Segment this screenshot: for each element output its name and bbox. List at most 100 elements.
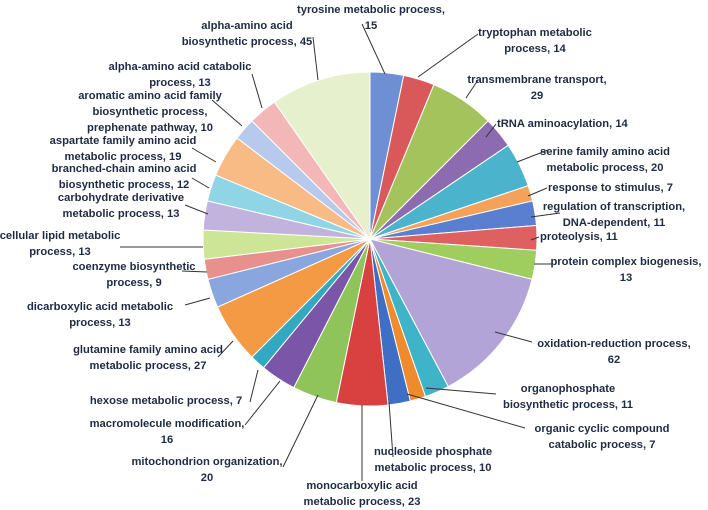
slice-label: organophosphate biosynthetic process, 11 (503, 383, 633, 411)
slice-label: aromatic amino acid family biosynthetic p… (78, 90, 222, 134)
slice-label: protein complex biogenesis, 13 (550, 256, 701, 284)
slice-label-line: tyrosine metabolic process, (297, 4, 445, 16)
leader-line (217, 340, 234, 358)
slice-label-line: biosynthetic process, 12 (59, 179, 190, 191)
leader-line (527, 187, 548, 197)
slice-label-line: prephenate pathway, 10 (87, 122, 213, 134)
slice-label-line: 13 (620, 272, 632, 284)
slice-label-line: hexose metabolic process, 7 (90, 395, 242, 407)
slice-label: branched-chain amino acid biosynthetic pr… (52, 163, 197, 191)
slice-label-line: process, 13 (29, 246, 91, 258)
leader-line (184, 297, 211, 306)
slice-label: coenzyme biosynthetic process, 9 (72, 261, 195, 289)
leader-line (425, 387, 497, 395)
slice-label: tyrosine metabolic process, 15 (297, 4, 445, 32)
leader-line (312, 36, 319, 81)
leader-line (361, 23, 386, 75)
slice-label-line: metabolic process, 23 (304, 496, 421, 508)
pie-slice (273, 71, 371, 241)
slice-label: oxidation-reduction process, 62 (537, 338, 691, 366)
leader-line (184, 204, 209, 215)
slice-label-line: nucleoside phosphate (374, 446, 492, 458)
pie-slices (202, 71, 538, 407)
slice-label-line: organic cyclic compound (535, 423, 670, 435)
slice-label-line: proteolysis, 11 (540, 231, 618, 243)
slice-label-line: mitochondrion organization, (131, 456, 282, 468)
slice-label: response to stimulus, 7 (548, 182, 673, 194)
slice-label-line: protein complex biogenesis, (550, 256, 701, 268)
leader-line (249, 369, 259, 403)
slice-label: nucleoside phosphate metabolic process, 1… (374, 446, 492, 474)
slice-label: alpha-amino acid biosynthetic process, 45 (182, 20, 313, 48)
slice-label: hexose metabolic process, 7 (90, 395, 242, 407)
slice-label: proteolysis, 11 (540, 231, 618, 243)
slice-label-line: alpha-amino acid (201, 20, 293, 32)
leader-line (406, 393, 526, 429)
slice-label-line: process, 9 (106, 277, 161, 289)
leader-line (530, 236, 540, 241)
slice-label-line: aromatic amino acid family (78, 90, 222, 102)
slice-label: dicarboxylic acid metabolic process, 13 (27, 301, 173, 329)
slice-label-line: 15 (365, 20, 377, 32)
slice-label-line: serine family amino acid (540, 146, 670, 158)
slice-label-line: DNA-dependent, 11 (563, 217, 666, 229)
slice-labels: tyrosine metabolic process, 15 tryptophan … (0, 4, 702, 508)
slice-label-line: process, 13 (69, 317, 131, 329)
slice-label-line: response to stimulus, 7 (548, 182, 673, 194)
slice-label: alpha-amino acid catabolic process, 13 (109, 61, 252, 89)
leader-line (465, 79, 479, 99)
pie-slice (369, 238, 533, 388)
slice-label-line: carbohydrate derivative (58, 192, 184, 204)
slice-label-line: 62 (608, 354, 620, 366)
slice-label-line: catabolic process, 7 (549, 439, 656, 451)
slice-label-line: tryptophan metabolic (478, 27, 592, 39)
slice-label-line: macromolecule modification, (90, 418, 245, 430)
leader-lines (120, 23, 561, 481)
slice-label: monocarboxylic acid metabolic process, 23 (304, 480, 421, 508)
slice-label: tRNA aminoacylation, 14 (497, 118, 629, 130)
leader-line (516, 149, 549, 163)
slice-label-line: monocarboxylic acid (306, 480, 417, 492)
slice-label-line: transmembrane transport, (467, 74, 606, 86)
slice-label: macromolecule modification, 16 (90, 418, 245, 446)
slice-label-line: process, 13 (149, 77, 211, 89)
slice-label: mitochondrion organization, 20 (131, 456, 282, 484)
leader-line (211, 99, 243, 127)
slice-label: cellular lipid metabolic process, 13 (0, 230, 120, 258)
leader-line (244, 380, 281, 426)
slice-label-line: dicarboxylic acid metabolic (27, 301, 173, 313)
slice-label: aspartate family amino acid metabolic pro… (50, 135, 197, 163)
leader-line (282, 394, 319, 468)
slice-label: regulation of transcription, DNA-dependen… (543, 201, 685, 229)
slice-label-line: metabolic process, 13 (63, 208, 180, 220)
slice-label-line: organophosphate (521, 383, 615, 395)
slice-label-line: metabolic process, 19 (65, 151, 182, 163)
leader-line (191, 147, 217, 163)
slice-label-line: metabolic process, 27 (90, 360, 207, 372)
slice-label-line: 16 (161, 434, 173, 446)
leader-line (388, 401, 394, 458)
slice-label-line: oxidation-reduction process, (537, 338, 691, 350)
slice-label-line: cellular lipid metabolic (0, 230, 120, 242)
slice-label: tryptophan metabolic process, 14 (478, 27, 592, 55)
slice-label: glutamine family amino acid metabolic pro… (73, 344, 223, 372)
slice-label-line: alpha-amino acid catabolic (109, 61, 252, 73)
leader-line (191, 177, 210, 189)
slice-label-line: biosynthetic process, 45 (182, 36, 313, 48)
slice-label-line: process, 14 (504, 43, 566, 55)
slice-label: transmembrane transport, 29 (467, 74, 606, 102)
slice-label-line: metabolic process, 10 (375, 462, 492, 474)
slice-label-line: glutamine family amino acid (73, 344, 223, 356)
slice-label-line: 29 (531, 90, 543, 102)
slice-label: serine family amino acid metabolic proces… (540, 146, 670, 174)
leader-line (530, 212, 561, 218)
slice-label-line: biosynthetic process, 11 (503, 399, 633, 411)
slice-label: carbohydrate derivative metabolic process… (58, 192, 184, 220)
leader-line (494, 331, 533, 343)
slice-label: organic cyclic compound catabolic process… (535, 423, 670, 451)
leader-line (417, 33, 479, 78)
slice-label-line: biosynthetic process, (92, 106, 207, 118)
slice-label-line: aspartate family amino acid (50, 135, 197, 147)
slice-label-line: tRNA aminoacylation, 14 (497, 118, 629, 130)
